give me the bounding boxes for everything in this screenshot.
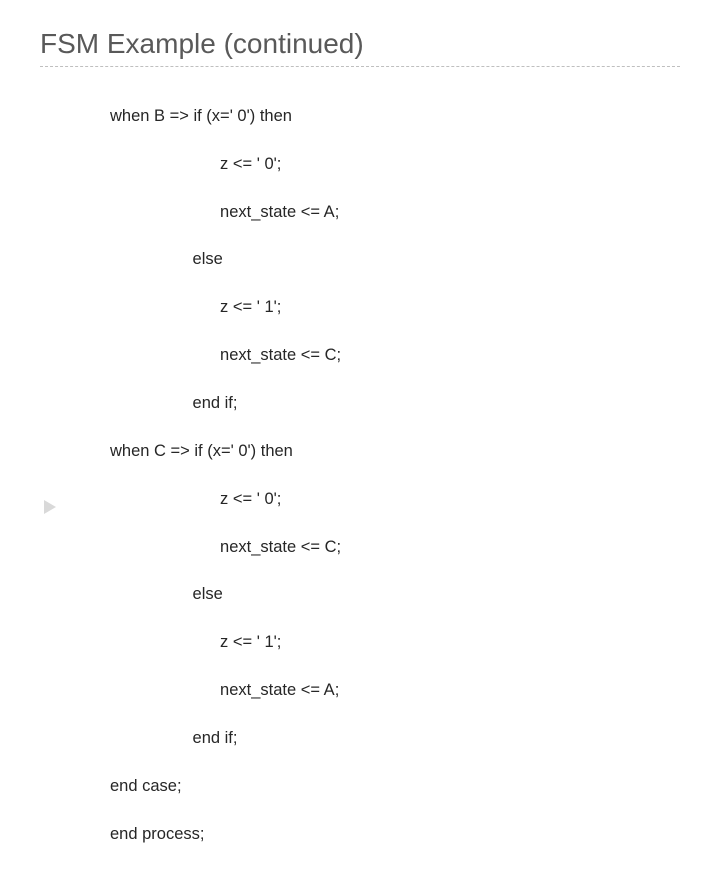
code-line: else xyxy=(110,583,680,607)
code-line: end if; xyxy=(110,727,680,751)
code-block: when B => if (x=' 0') then z <= ' 0'; ne… xyxy=(40,81,680,870)
code-line: next_state <= C; xyxy=(110,344,680,368)
code-line: end if; xyxy=(110,392,680,416)
code-line: z <= ' 1'; xyxy=(110,296,680,320)
code-line: next_state <= A; xyxy=(110,679,680,703)
code-line: next_state <= C; xyxy=(110,536,680,560)
code-line: else xyxy=(110,248,680,272)
code-line: end case; xyxy=(110,775,680,799)
code-line: z <= ' 0'; xyxy=(110,153,680,177)
slide-title: FSM Example (continued) xyxy=(40,28,680,60)
code-line: z <= ' 0'; xyxy=(110,488,680,512)
code-line: end process; xyxy=(110,823,680,847)
title-divider xyxy=(40,66,680,67)
code-line: next_state <= A; xyxy=(110,201,680,225)
code-line: when B => if (x=' 0') then xyxy=(110,105,680,129)
code-line: z <= ' 1'; xyxy=(110,631,680,655)
code-line: when C => if (x=' 0') then xyxy=(110,440,680,464)
arrow-icon xyxy=(44,500,56,514)
